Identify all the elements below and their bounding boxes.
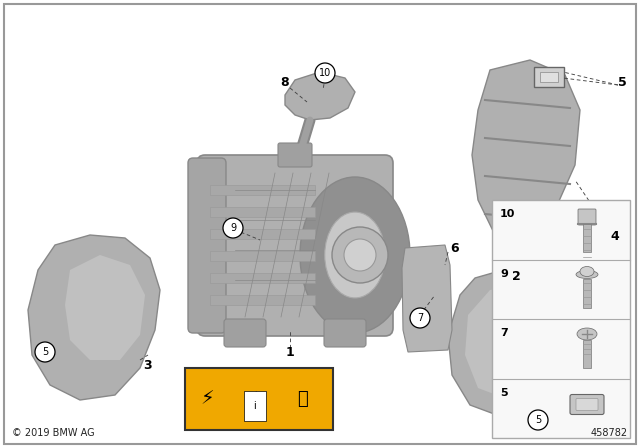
Text: 4: 4: [611, 229, 620, 242]
FancyBboxPatch shape: [188, 158, 226, 333]
Circle shape: [528, 410, 548, 430]
FancyBboxPatch shape: [324, 319, 366, 347]
FancyBboxPatch shape: [185, 368, 333, 430]
Circle shape: [332, 227, 388, 283]
FancyBboxPatch shape: [197, 155, 393, 336]
Bar: [210, 251, 315, 261]
Text: 7: 7: [417, 313, 423, 323]
Polygon shape: [448, 268, 585, 418]
Ellipse shape: [300, 177, 410, 333]
FancyBboxPatch shape: [576, 399, 598, 410]
Bar: [210, 295, 315, 305]
Text: © 2019 BMW AG: © 2019 BMW AG: [12, 428, 95, 438]
Text: ⚠: ⚠: [247, 390, 263, 408]
Polygon shape: [402, 245, 452, 352]
Text: 5: 5: [535, 415, 541, 425]
Text: 5: 5: [618, 76, 627, 89]
Text: 6: 6: [451, 241, 460, 254]
Text: 5: 5: [500, 388, 508, 397]
Text: 10: 10: [319, 68, 331, 78]
Text: 5: 5: [42, 347, 48, 357]
Ellipse shape: [324, 212, 385, 298]
FancyBboxPatch shape: [492, 200, 630, 438]
Text: 9: 9: [230, 223, 236, 233]
Circle shape: [223, 218, 243, 238]
Text: 458782: 458782: [591, 428, 628, 438]
Ellipse shape: [576, 271, 598, 279]
FancyBboxPatch shape: [578, 209, 596, 225]
Text: 10: 10: [500, 209, 515, 219]
Ellipse shape: [577, 328, 597, 340]
Text: ⚡: ⚡: [200, 389, 214, 409]
FancyBboxPatch shape: [278, 143, 312, 167]
Bar: [210, 185, 315, 195]
Text: 9: 9: [500, 268, 508, 279]
Text: 2: 2: [511, 270, 520, 283]
Polygon shape: [65, 255, 145, 360]
Polygon shape: [472, 60, 580, 240]
FancyBboxPatch shape: [534, 67, 564, 87]
Bar: [210, 207, 315, 217]
Text: i: i: [253, 401, 257, 411]
Circle shape: [410, 308, 430, 328]
Polygon shape: [285, 72, 355, 120]
Text: 1: 1: [285, 345, 294, 358]
Circle shape: [315, 63, 335, 83]
Bar: [583, 224, 591, 251]
Polygon shape: [28, 235, 160, 400]
Circle shape: [35, 342, 55, 362]
Text: 8: 8: [281, 76, 289, 89]
Bar: [583, 279, 591, 308]
FancyBboxPatch shape: [224, 319, 266, 347]
FancyBboxPatch shape: [540, 72, 558, 82]
FancyBboxPatch shape: [570, 395, 604, 414]
Bar: [210, 273, 315, 283]
Bar: [583, 340, 591, 367]
Ellipse shape: [580, 267, 594, 276]
Circle shape: [344, 239, 376, 271]
Text: 🤚: 🤚: [298, 390, 308, 408]
Text: 3: 3: [144, 358, 152, 371]
Bar: [210, 229, 315, 239]
Text: 7: 7: [500, 328, 508, 338]
Polygon shape: [465, 285, 562, 400]
